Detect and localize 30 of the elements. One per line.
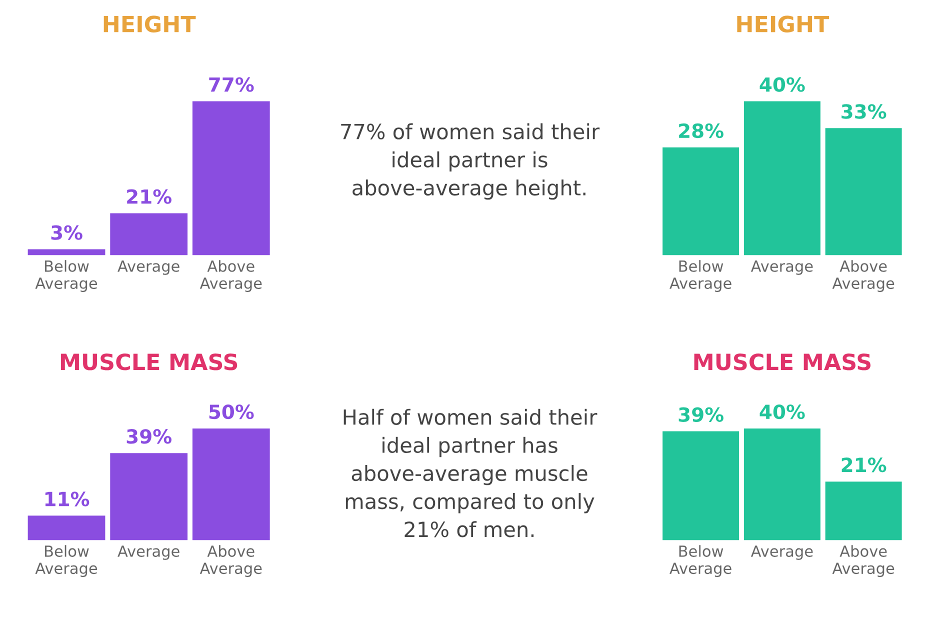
data-label: 3% bbox=[51, 225, 82, 240]
data-label: 28% bbox=[679, 123, 724, 138]
x-tick-label: Below Average bbox=[35, 260, 98, 292]
text: 77% of women said their ideal partner is above-average height. bbox=[341, 123, 600, 200]
x-tick-label: Average bbox=[750, 260, 813, 275]
x-tick-label: Below Average bbox=[670, 545, 732, 578]
chart-title: HEIGHT bbox=[104, 16, 196, 32]
data-label: 77% bbox=[209, 77, 254, 92]
data-label: 40% bbox=[760, 77, 805, 92]
x-tick-label: Below Average bbox=[35, 545, 98, 578]
x-tick-label: Average bbox=[118, 546, 180, 560]
data-label: 21% bbox=[842, 458, 886, 472]
x-tick-label: Above Average bbox=[200, 260, 262, 292]
data-label: 11% bbox=[45, 492, 90, 506]
chart-title: HEIGHT bbox=[737, 16, 830, 32]
text: Half of women said their ideal partner has above-average muscle mass, compared to only 21% of men. bbox=[344, 408, 598, 538]
x-tick-label: Above Average bbox=[200, 545, 262, 578]
x-tick-label: Average bbox=[750, 546, 813, 560]
data-label: 39% bbox=[678, 407, 724, 422]
data-label: 50% bbox=[209, 404, 254, 420]
x-tick-label: Above Average bbox=[832, 545, 894, 578]
chart-title: MUSCLE MASS bbox=[60, 353, 238, 370]
data-label: 39% bbox=[126, 429, 172, 444]
x-tick-label: Above Average bbox=[832, 260, 894, 292]
x-tick-label: Average bbox=[118, 260, 180, 275]
x-tick-label: Below Average bbox=[670, 260, 732, 292]
data-label: 21% bbox=[127, 189, 172, 204]
chart-title: MUSCLE MASS bbox=[694, 353, 870, 370]
data-label: 33% bbox=[842, 104, 886, 119]
data-label: 40% bbox=[760, 404, 805, 420]
